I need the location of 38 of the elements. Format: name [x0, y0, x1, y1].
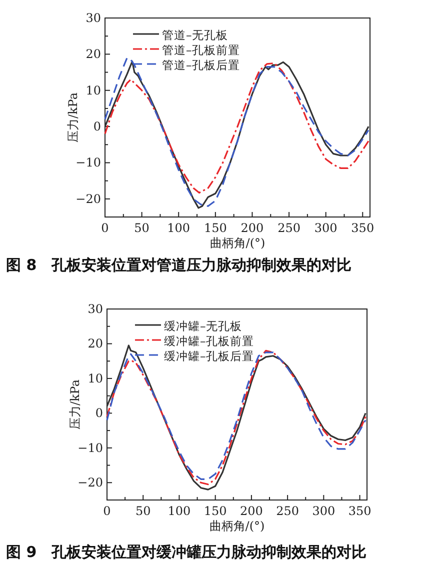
- text: 图 9 孔板安装位置对缓冲罐压力脉动抑制效果的对比: [6, 543, 367, 561]
- x-tick-label: 100: [167, 221, 190, 235]
- y-tick-label: −20: [76, 192, 101, 206]
- y-tick-label: −10: [76, 156, 101, 170]
- y-tick-label: 0: [93, 120, 101, 134]
- y-tick-label: 30: [86, 11, 101, 25]
- legend-label: 管道–孔板前置: [162, 43, 240, 57]
- y-axis-title: 压力/kPa: [68, 379, 82, 430]
- x-tick-label: 200: [240, 221, 264, 235]
- legend-label: 管道–无孔板: [162, 28, 228, 42]
- y-tick-label: 10: [86, 83, 101, 98]
- y-tick-label: 10: [88, 371, 103, 386]
- x-tick-label: 100: [168, 504, 191, 518]
- y-axis-title: 压力/kPa: [66, 92, 80, 143]
- x-tick-label: 150: [204, 504, 227, 518]
- legend-label: 管道–孔板后置: [162, 58, 240, 72]
- x-tick-label: 350: [348, 504, 372, 518]
- x-tick-label: 150: [204, 221, 227, 235]
- x-tick-label: 250: [278, 221, 300, 235]
- x-tick-label: 300: [314, 221, 338, 235]
- y-tick-label: 0: [95, 406, 103, 420]
- text: 图 8 孔板安装位置对管道压力脉动抑制效果的对比: [6, 256, 352, 274]
- y-tick-label: −10: [78, 440, 103, 455]
- x-tick-label: 350: [351, 221, 374, 235]
- legend-label: 缓冲罐–孔板前置: [164, 334, 254, 348]
- y-tick-label: −20: [78, 476, 103, 490]
- x-axis-title: 曲柄角/(°): [209, 519, 265, 533]
- y-tick-label: 20: [86, 47, 101, 62]
- x-tick-label: 50: [134, 221, 150, 235]
- x-axis-title: 曲柄角/(°): [210, 236, 266, 250]
- x-tick-label: 300: [312, 504, 336, 518]
- y-tick-label: 20: [88, 336, 103, 351]
- x-tick-label: 200: [240, 504, 263, 518]
- y-tick-label: 30: [88, 302, 103, 316]
- x-tick-label: 50: [135, 504, 151, 518]
- legend-label: 缓冲罐–孔板后置: [164, 349, 254, 363]
- legend-label: 缓冲罐–无孔板: [164, 319, 242, 333]
- x-tick-label: 250: [276, 504, 300, 518]
